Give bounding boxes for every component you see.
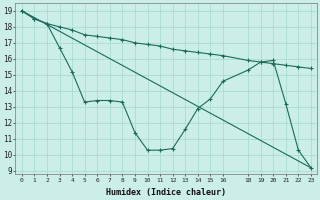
X-axis label: Humidex (Indice chaleur): Humidex (Indice chaleur)	[106, 188, 226, 197]
